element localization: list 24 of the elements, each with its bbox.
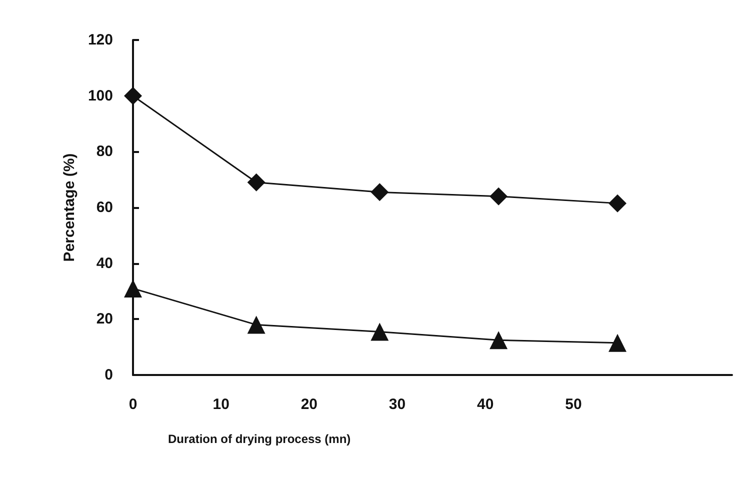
- point: [608, 194, 626, 212]
- point: [370, 322, 389, 341]
- y-tick-label: 40: [96, 254, 113, 272]
- x-tick-label: 40: [477, 396, 494, 413]
- x-tick-label: 10: [212, 396, 230, 413]
- x-tick-label: 30: [388, 396, 406, 413]
- y-tick-label: 100: [88, 87, 113, 104]
- point: [247, 173, 266, 192]
- point: [247, 316, 266, 334]
- x-axis-title: Duration of drying process (mn): [168, 432, 351, 446]
- x-tick-label: 20: [300, 396, 318, 413]
- y-tick-label: 60: [96, 199, 113, 216]
- y-axis-title: Percentage (%): [61, 153, 78, 262]
- y-tick-label: 0: [104, 366, 113, 384]
- y-tick-label: 80: [96, 143, 113, 160]
- point: [490, 187, 508, 206]
- x-tick-label: 50: [565, 396, 582, 413]
- y-tick-label: 120: [88, 32, 113, 48]
- point: [490, 331, 508, 350]
- y-tick-label: 20: [96, 310, 113, 328]
- point: [608, 334, 626, 352]
- point: [124, 86, 142, 105]
- x-tick-label: 0: [128, 396, 138, 413]
- point: [370, 183, 389, 202]
